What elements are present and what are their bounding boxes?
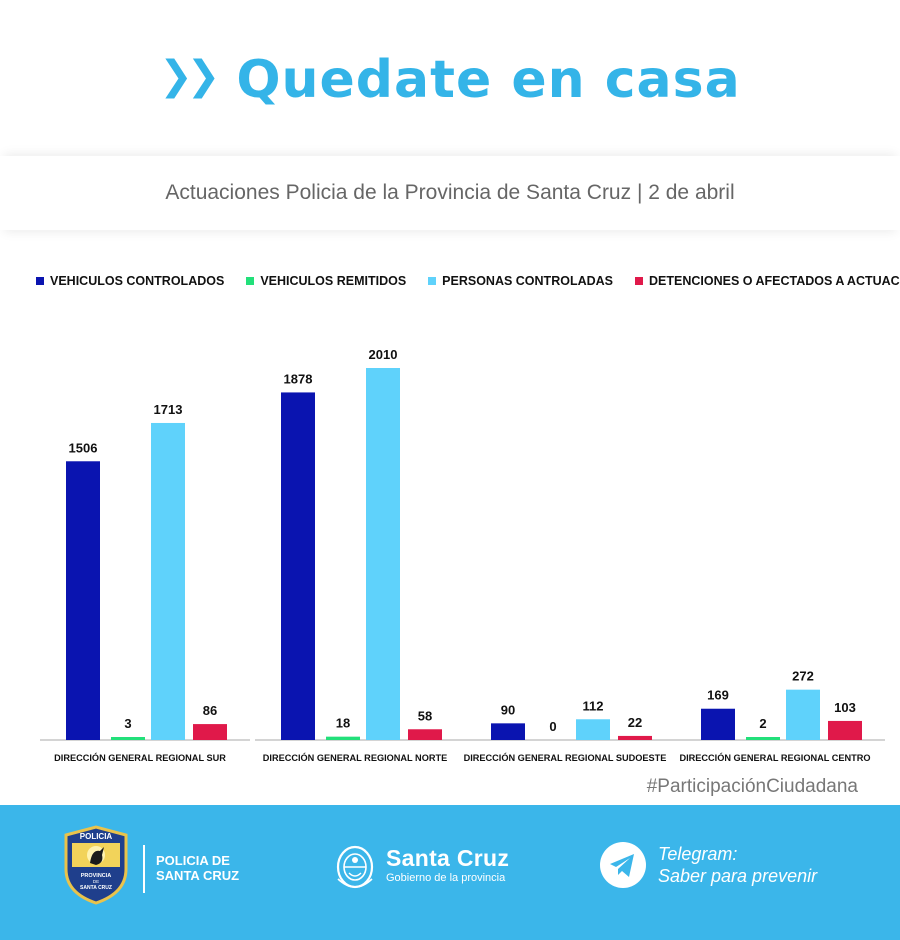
legend-label: DETENCIONES O AFECTADOS A ACTUACIONES [649, 274, 900, 288]
legend-item: VEHICULOS REMITIDOS [246, 274, 406, 288]
data-label: 0 [549, 719, 556, 734]
bar [408, 729, 442, 740]
page-title: Quedate en casa [236, 50, 741, 110]
data-label: 58 [418, 708, 432, 723]
gov-brand: Santa Cruz Gobierno de la provincia [386, 845, 509, 885]
gov-tagline: Gobierno de la provincia [386, 872, 506, 884]
telegram-text: Telegram: Saber para prevenir [658, 843, 817, 887]
data-label: 2 [759, 716, 766, 731]
bar [111, 737, 145, 740]
data-label: 1713 [154, 402, 183, 417]
telegram-line-2: Saber para prevenir [658, 866, 818, 886]
data-label: 272 [792, 669, 814, 684]
data-label: 169 [707, 688, 729, 703]
subtitle-band: Actuaciones Policia de la Provincia de S… [0, 156, 900, 230]
provincial-seal-icon [336, 845, 374, 889]
bar [746, 737, 780, 740]
bar [576, 719, 610, 740]
bar [491, 723, 525, 740]
legend-item: PERSONAS CONTROLADAS [428, 274, 613, 288]
telegram-line-1: Telegram: [658, 844, 738, 864]
bar [701, 708, 735, 740]
badge-line-2: DE [93, 879, 99, 884]
data-label: 1506 [69, 440, 98, 455]
double-chevron-icon: ❯❯ [159, 53, 220, 99]
bar [66, 461, 100, 740]
legend-swatch [246, 277, 255, 285]
gov-name: Santa Cruz [386, 845, 510, 871]
bar [151, 422, 185, 740]
data-label: 112 [583, 698, 604, 713]
badge-line-1: PROVINCIA [81, 873, 112, 879]
legend-label: VEHICULOS REMITIDOS [260, 274, 407, 288]
legend-item: DETENCIONES O AFECTADOS A ACTUACIONES [635, 274, 900, 288]
bar [193, 724, 227, 740]
data-label: 3 [124, 716, 131, 731]
bar-chart: 1506 3 1713 86 DIRECCIÓN GENERAL REGIONAL SU… [40, 347, 885, 763]
data-label: 90 [501, 702, 515, 717]
bar [326, 736, 360, 740]
data-label: 22 [628, 715, 642, 730]
badge-banner-text: POLICIA [80, 832, 113, 841]
legend-label: VEHICULOS CONTROLADOS [50, 274, 225, 288]
category-label: DIRECCIÓN GENERAL REGIONAL NORTE [263, 752, 447, 763]
data-label: 86 [203, 703, 217, 718]
data-label: 2010 [369, 347, 398, 362]
bar [281, 392, 315, 740]
police-name-line-1: POLICIA DE [156, 853, 230, 868]
footer-divider [143, 845, 145, 893]
category-label: DIRECCIÓN GENERAL REGIONAL SUDOESTE [464, 752, 667, 763]
police-name: POLICIA DE SANTA CRUZ [156, 853, 239, 883]
police-name-line-2: SANTA CRUZ [156, 868, 240, 883]
legend-label: PERSONAS CONTROLADAS [442, 274, 613, 288]
bar [828, 720, 862, 740]
data-label: 18 [336, 716, 350, 731]
telegram-icon [600, 842, 646, 888]
chart-subtitle: Actuaciones Policia de la Provincia de S… [165, 181, 735, 204]
legend-item: VEHICULOS CONTROLADOS [36, 274, 224, 288]
hero-header: ❯❯ Quedate en casa [0, 0, 900, 160]
badge-line-3: SANTA CRUZ [80, 885, 112, 891]
legend-swatch [36, 277, 44, 285]
police-badge-icon: POLICIA PROVINCIA DE SANTA CRUZ [64, 825, 128, 905]
category-label: DIRECCIÓN GENERAL REGIONAL SUR [54, 752, 226, 763]
category-label: DIRECCIÓN GENERAL REGIONAL CENTRO [679, 752, 870, 763]
chart-legend: VEHICULOS CONTROLADOS VEHICULOS REMITIDOS… [36, 274, 900, 288]
bar [366, 368, 400, 740]
hashtag: #ParticipaciónCiudadana [646, 776, 858, 797]
legend-swatch [635, 277, 643, 285]
footer-bar: POLICIA PROVINCIA DE SANTA CRUZ POLICIA … [0, 805, 900, 940]
data-label: 103 [834, 700, 856, 715]
data-label: 1878 [284, 371, 313, 386]
bar [618, 735, 652, 740]
bar [786, 689, 820, 740]
legend-swatch [428, 277, 437, 285]
